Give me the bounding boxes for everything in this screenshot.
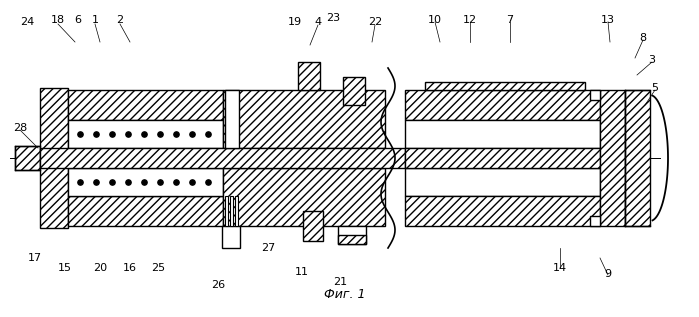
Bar — [230, 196, 233, 226]
Text: 13: 13 — [601, 15, 615, 25]
Text: 11: 11 — [295, 267, 309, 277]
Text: 2: 2 — [117, 15, 124, 25]
Text: 12: 12 — [463, 15, 477, 25]
Bar — [405, 168, 600, 196]
Text: 25: 25 — [151, 263, 165, 273]
Bar — [343, 77, 365, 105]
Bar — [425, 82, 585, 90]
Text: 22: 22 — [368, 17, 382, 27]
Bar — [338, 235, 366, 244]
Text: 5: 5 — [651, 83, 658, 93]
Text: 15: 15 — [58, 263, 72, 273]
Bar — [68, 120, 223, 148]
Bar — [68, 90, 223, 120]
Bar — [405, 148, 600, 168]
Bar — [590, 216, 600, 226]
Text: 6: 6 — [75, 15, 82, 25]
Bar — [68, 168, 223, 196]
Bar — [405, 196, 600, 226]
Bar — [405, 90, 600, 120]
Text: 7: 7 — [507, 15, 514, 25]
Text: 21: 21 — [333, 277, 347, 287]
Text: 27: 27 — [261, 243, 275, 253]
Bar — [223, 90, 385, 148]
Text: 20: 20 — [93, 263, 107, 273]
Text: 26: 26 — [211, 280, 225, 290]
Text: 18: 18 — [51, 15, 65, 25]
Bar — [405, 120, 600, 148]
Bar — [223, 168, 385, 226]
Bar — [338, 226, 366, 244]
Text: 16: 16 — [123, 263, 137, 273]
Text: 14: 14 — [553, 263, 567, 273]
Text: 3: 3 — [649, 55, 656, 65]
Bar — [40, 148, 405, 168]
Bar — [303, 211, 323, 241]
Bar — [225, 90, 239, 148]
Text: 9: 9 — [605, 269, 612, 279]
Text: 19: 19 — [288, 17, 302, 27]
Bar — [40, 88, 68, 228]
Bar — [235, 196, 238, 226]
Bar — [298, 62, 320, 90]
Text: Фиг. 1: Фиг. 1 — [324, 288, 366, 301]
Text: 23: 23 — [326, 13, 340, 23]
Text: 10: 10 — [428, 15, 442, 25]
Text: 17: 17 — [28, 253, 42, 263]
Text: 1: 1 — [92, 15, 99, 25]
Bar — [68, 196, 223, 226]
Bar — [15, 146, 40, 170]
Bar — [600, 90, 625, 226]
Text: 24: 24 — [20, 17, 34, 27]
Bar — [590, 90, 600, 100]
Bar — [225, 196, 228, 226]
Text: 28: 28 — [13, 123, 27, 133]
Text: 4: 4 — [315, 17, 322, 27]
Bar — [625, 90, 650, 226]
Text: 8: 8 — [640, 33, 647, 43]
Bar — [222, 226, 240, 248]
